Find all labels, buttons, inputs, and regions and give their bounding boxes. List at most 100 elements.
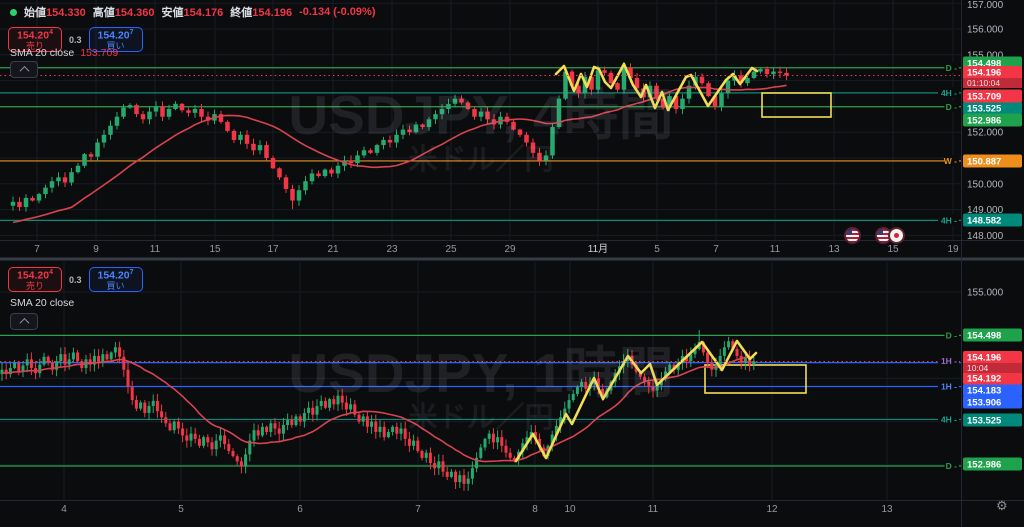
change-value: -0.134 (-0.09%) [299, 6, 376, 18]
sma-indicator-row-bottom[interactable]: SMA 20 close [10, 297, 80, 309]
low-value: 154.176 [183, 7, 224, 19]
time-axis-label: 17 [267, 244, 279, 255]
time-axis-label: 13 [828, 244, 840, 255]
buy-button-bottom[interactable]: 154.207 買い [88, 267, 143, 292]
buy-price-bottom: 154.20 [97, 269, 130, 282]
sma-line [12, 84, 787, 224]
high-value: 154.360 [114, 7, 155, 19]
bar-countdown: 01:10:04 [967, 78, 1000, 88]
trade-panel-bottom: 154.204 売り 0.3 154.207 買い [8, 267, 143, 292]
close-label: 終値 [230, 7, 253, 19]
time-axis-label: 21 [327, 244, 339, 255]
low-label: 安値 [161, 7, 184, 19]
price-scale-badge: 152.986 [967, 116, 1001, 127]
timeframe-tag-d: D - [946, 461, 958, 471]
current-price-badge: 154.196 [967, 353, 1001, 364]
gear-icon[interactable]: ⚙ [996, 498, 1008, 513]
zigzag-drawing[interactable] [514, 339, 758, 463]
rectangle-drawing[interactable] [704, 364, 807, 394]
us-flag-event-icon[interactable] [846, 229, 859, 242]
chevron-up-icon [19, 317, 29, 328]
close-value: 154.196 [252, 7, 293, 19]
sell-button-bottom[interactable]: 154.204 売り [8, 267, 62, 292]
time-axis-label: 4 [61, 504, 67, 515]
pane-1: D -1H -1H -4H -D -4 5 6 7 8 10 11 12 13155.00015… [0, 262, 1024, 515]
zigzag-drawing[interactable] [554, 62, 759, 112]
sma-value-top: 153.709 [80, 47, 119, 59]
sell-price-top: 154.20 [16, 29, 50, 42]
price-scale-label: 155.000 [967, 50, 1004, 61]
price-scale-badge: 154.183 [967, 386, 1001, 397]
time-axis-label: 6 [297, 504, 303, 515]
horizontal-levels[interactable] [0, 334, 962, 467]
time-axis-label: 13 [881, 504, 893, 515]
timeframe-tag-4h: 4H - [941, 215, 957, 225]
price-scale-badge: 150.887 [967, 157, 1001, 168]
price-scale-badge: 148.582 [967, 216, 1001, 227]
spread-value-top: 0.3 [69, 34, 82, 45]
time-axis[interactable]: 4 5 6 7 8 10 11 12 13 [61, 504, 893, 515]
time-axis-label: 7 [415, 504, 421, 515]
sell-label-top: 売り [25, 40, 44, 51]
price-scale-label: 156.000 [967, 25, 1004, 36]
sell-price-sup-bottom: 4 [49, 269, 54, 277]
sell-label-bottom: 売り [25, 280, 44, 291]
timeframe-tag-d: D - [946, 330, 958, 340]
price-scale-label: 148.000 [967, 231, 1004, 242]
pane-divider[interactable] [0, 257, 1024, 261]
buy-price-sup-bottom: 7 [129, 269, 134, 277]
time-axis-label: 29 [504, 244, 516, 255]
time-axis-label: 11 [150, 244, 161, 255]
time-axis-label: 15 [887, 244, 899, 255]
time-axis-label: 8 [532, 504, 538, 515]
price-scale[interactable]: 157.000 156.000 155.000 152.000 150.000 149.0… [963, 0, 1022, 242]
time-axis-label: 23 [386, 244, 398, 255]
jp-flag-event-icon[interactable] [890, 229, 903, 242]
buy-label-top: 買い [106, 40, 125, 51]
buy-label-bottom: 買い [106, 280, 125, 291]
sma-indicator-row-top[interactable]: SMA 20 close 153.709 [10, 47, 118, 59]
price-scale-badge: 152.986 [967, 460, 1001, 471]
market-status-dot [10, 8, 17, 16]
rectangle-drawing[interactable] [761, 92, 832, 118]
bar-countdown: 10:04 [967, 363, 989, 373]
price-scale-badge: 153.525 [967, 104, 1002, 115]
time-axis-label: 7 [713, 244, 719, 255]
collapse-pane-button-top[interactable] [10, 61, 38, 78]
trade-panel-top: 154.204 売り 0.3 154.207 買い [8, 27, 143, 52]
time-axis-label: 11 [648, 504, 659, 515]
price-scale-badge: 154.498 [967, 59, 1001, 70]
time-axis[interactable]: 7 9 11 15 17 21 23 25 29 11月 5 7 11 13 15 19 [34, 243, 959, 255]
price-scale-badge: 153.709 [967, 92, 1001, 103]
price-scale-badge: 154.192 [967, 374, 1001, 385]
time-axis-label: 11月 [588, 243, 608, 255]
buy-price-top: 154.20 [97, 29, 130, 42]
price-scale-label: 155.000 [967, 288, 1004, 299]
horizontal-levels[interactable] [0, 67, 962, 221]
price-scale-badge: 154.498 [967, 331, 1001, 342]
us-flag-event-icon[interactable] [877, 229, 890, 242]
timeframe-tag-1h: 1H - [941, 356, 957, 366]
sma-label-bottom: SMA 20 close [10, 297, 75, 309]
sma-line [1, 356, 754, 463]
ohlc-readout: 始値154.330 高値154.360 安値154.176 終値154.196 … [10, 4, 376, 20]
spread-value-bottom: 0.3 [69, 274, 82, 285]
sell-button-top[interactable]: 154.204 売り [8, 27, 62, 52]
time-axis-label: 19 [947, 244, 959, 255]
timeframe-tag-w: W - [944, 156, 957, 166]
sma-label-top: SMA 20 close [10, 47, 75, 59]
open-value: 154.330 [46, 7, 86, 19]
timeframe-tag-4h: 4H - [941, 88, 957, 98]
open-label: 始値 [24, 7, 46, 19]
buy-price-sup-top: 7 [129, 29, 134, 37]
time-axis-label: 25 [445, 244, 457, 255]
buy-button-top[interactable]: 154.207 買い [88, 27, 143, 52]
collapse-pane-button-bottom[interactable] [10, 313, 38, 330]
price-scale-label: 152.000 [967, 128, 1004, 139]
candlestick-series [0, 330, 756, 491]
current-price-badge: 154.196 [967, 68, 1001, 79]
price-scale-label: 149.000 [967, 205, 1004, 216]
grid [0, 262, 962, 500]
